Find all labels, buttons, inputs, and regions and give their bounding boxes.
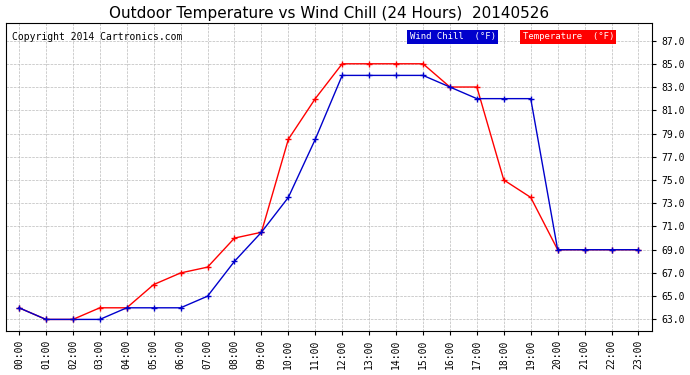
Text: Temperature  (°F): Temperature (°F) [522,32,614,41]
Text: Wind Chill  (°F): Wind Chill (°F) [410,32,495,41]
Text: Copyright 2014 Cartronics.com: Copyright 2014 Cartronics.com [12,32,182,42]
Title: Outdoor Temperature vs Wind Chill (24 Hours)  20140526: Outdoor Temperature vs Wind Chill (24 Ho… [108,6,549,21]
